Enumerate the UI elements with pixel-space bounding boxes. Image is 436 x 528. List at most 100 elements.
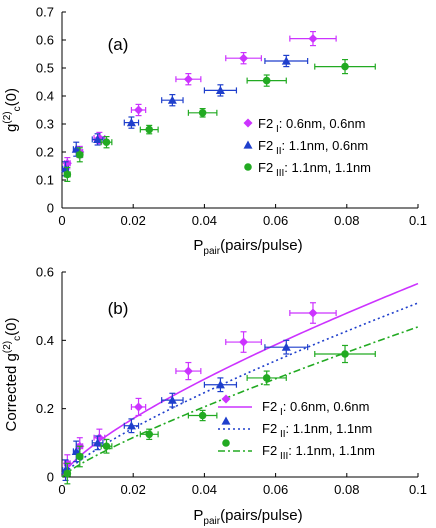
legend-label: F2 III: 1.1nm, 1.1nm [262,443,375,462]
data-point [308,308,318,318]
legend-label-rest: : 1.1nm, 1.1nm [288,443,375,458]
y-axis-label-sub: c [12,106,23,111]
y-axis-label-post: (0) [3,88,20,106]
legend-marker [221,416,231,425]
legend-label-name: F2 [262,443,277,458]
data-point [63,170,72,179]
legend: F2 I: 0.6nm, 0.6nm F2 II: 1.1nm, 1.1nm F2 … [218,394,375,462]
legend-label-sub: III [273,168,284,179]
legend-label-rest: : 0.6nm, 0.6nm [283,399,370,414]
panel-label: (a) [108,35,129,54]
legend-marker [243,118,253,128]
data-point [167,95,177,104]
data-point [76,452,84,461]
x-tick-label: 0 [58,482,65,497]
legend-label-name: F2 [262,421,277,436]
data-point [93,438,103,447]
y-tick-label: 0.6 [36,33,54,48]
y-tick-label: 0.2 [36,145,54,160]
x-axis-label-main: P [193,237,203,254]
legend-marker [222,439,230,447]
legend-label-sub: I [277,407,283,418]
y-axis-label-sup: (2) [2,111,13,123]
data-point [145,125,154,134]
y-axis-label-pre: g [3,124,20,132]
legend-item: F2 I: 0.6nm, 0.6nm [218,394,370,418]
y-tick-label: 0.3 [36,117,54,132]
series [61,339,309,482]
data-point [239,53,249,63]
legend-label-sub: III [277,451,288,462]
data-point [71,144,81,153]
x-tick-label: 0.04 [192,482,217,497]
data-point [63,469,72,478]
legend-label: F2 II: 1.1nm, 0.6nm [258,138,368,157]
legend-item: F2 III: 1.1nm, 1.1nm [218,439,375,462]
data-point [183,74,193,84]
legend-item: F2 II: 1.1nm, 0.6nm [243,138,368,157]
data-point [215,380,225,389]
y-tick-label: 0.5 [36,61,54,76]
data-point [126,118,136,127]
x-axis-label-rest: (pairs/pulse) [220,507,303,524]
x-tick-label: 0.04 [192,213,217,228]
panel-label: (b) [108,299,129,318]
data-point [262,374,271,382]
y-tick-label: 0.4 [36,333,54,348]
x-axis-label-main: P [193,507,203,524]
y-tick-label: 0.4 [36,89,54,104]
legend-label-name: F2 [258,160,273,175]
y-tick-label: 0.1 [36,173,54,188]
legend: F2 I: 0.6nm, 0.6nm F2 II: 1.1nm, 0.6nm F2 … [243,116,371,179]
x-tick-label: 0.1 [409,482,427,497]
legend-marker [244,163,252,171]
legend-label-rest: : 0.6nm, 0.6nm [279,116,366,131]
data-point [145,430,154,439]
legend-item: F2 III: 1.1nm, 1.1nm [244,160,371,179]
legend-item: F2 I: 0.6nm, 0.6nm [243,116,365,135]
legend-label-rest: : 1.1nm, 0.6nm [282,138,369,153]
data-point [281,56,291,65]
x-axis-label-rest: (pairs/pulse) [220,237,303,254]
data-point [134,105,144,115]
data-point [262,76,271,85]
data-point [126,421,136,430]
x-tick-label: 0.08 [334,213,359,228]
x-tick-label: 0.06 [263,482,288,497]
x-axis-label-sub: pair [203,246,220,257]
series [62,302,337,473]
legend-label-name: F2 [262,399,277,414]
fit-curve [61,282,419,478]
legend-label-name: F2 [258,116,273,131]
y-axis-label-sup: (2) [2,341,13,353]
data-point [281,342,291,351]
y-tick-label: 0 [47,201,54,216]
data-point [341,62,349,71]
data-point [76,151,84,159]
data-point [167,395,177,404]
legend-label: F2 III: 1.1nm, 1.1nm [258,160,371,179]
y-axis-label-sub: c [12,336,23,341]
data-point [215,85,225,94]
x-tick-label: 0 [58,213,65,228]
x-tick-label: 0.06 [263,213,288,228]
legend-label: F2 II: 1.1nm, 1.1nm [262,421,372,440]
legend-label-name: F2 [258,138,273,153]
legend-label: F2 I: 0.6nm, 0.6nm [258,116,365,135]
legend-marker [221,394,231,404]
x-tick-label: 0.02 [121,213,146,228]
data-point [93,134,103,143]
x-axis-label-sub: pair [203,516,220,527]
legend-label-rest: : 1.1nm, 1.1nm [284,160,371,175]
y-tick-label: 0.2 [36,401,54,416]
panel-a: 0 0.02 0.04 0.06 0.08 0.1 0 0.1 0.2 0.3 0.4 0.5 0.6 0… [2,5,427,258]
x-axis-label: Ppair(pairs/pulse) [193,507,302,527]
data-point [102,442,111,451]
data-point [62,158,72,168]
fit-curve [61,302,419,478]
data-point [341,350,349,358]
legend-item: F2 II: 1.1nm, 1.1nm [218,416,372,440]
fit-curve [61,326,419,478]
y-axis-label-pre: Corrected g [3,353,20,431]
